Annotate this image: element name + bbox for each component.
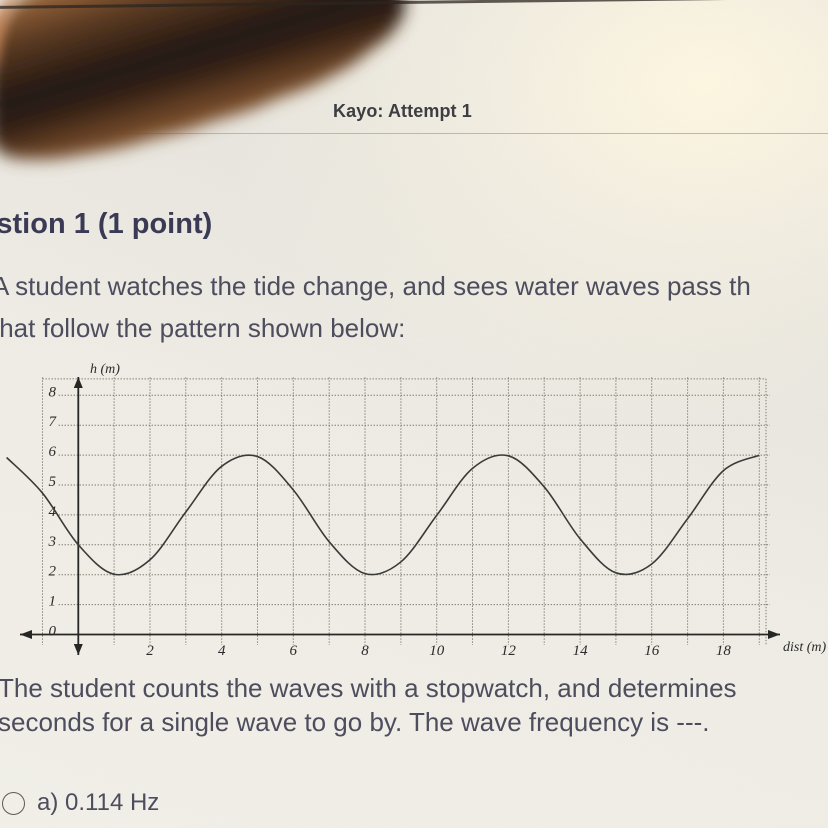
svg-text:10: 10 bbox=[429, 643, 445, 659]
svg-text:2: 2 bbox=[146, 643, 154, 659]
svg-text:5: 5 bbox=[49, 474, 57, 490]
svg-text:18: 18 bbox=[716, 643, 732, 659]
svg-text:h (m): h (m) bbox=[90, 362, 120, 377]
svg-text:1: 1 bbox=[49, 594, 57, 610]
svg-text:6: 6 bbox=[49, 444, 57, 460]
svg-text:2: 2 bbox=[49, 564, 57, 580]
svg-text:12: 12 bbox=[501, 643, 517, 659]
svg-text:4: 4 bbox=[218, 643, 226, 659]
svg-text:6: 6 bbox=[290, 643, 298, 659]
svg-text:16: 16 bbox=[644, 643, 660, 659]
svg-text:14: 14 bbox=[573, 643, 589, 659]
svg-text:0: 0 bbox=[49, 624, 57, 640]
svg-text:7: 7 bbox=[49, 414, 58, 430]
svg-text:8: 8 bbox=[49, 384, 57, 400]
svg-text:3: 3 bbox=[48, 534, 57, 550]
svg-text:8: 8 bbox=[361, 643, 369, 659]
svg-text:dist (m): dist (m) bbox=[783, 640, 827, 655]
